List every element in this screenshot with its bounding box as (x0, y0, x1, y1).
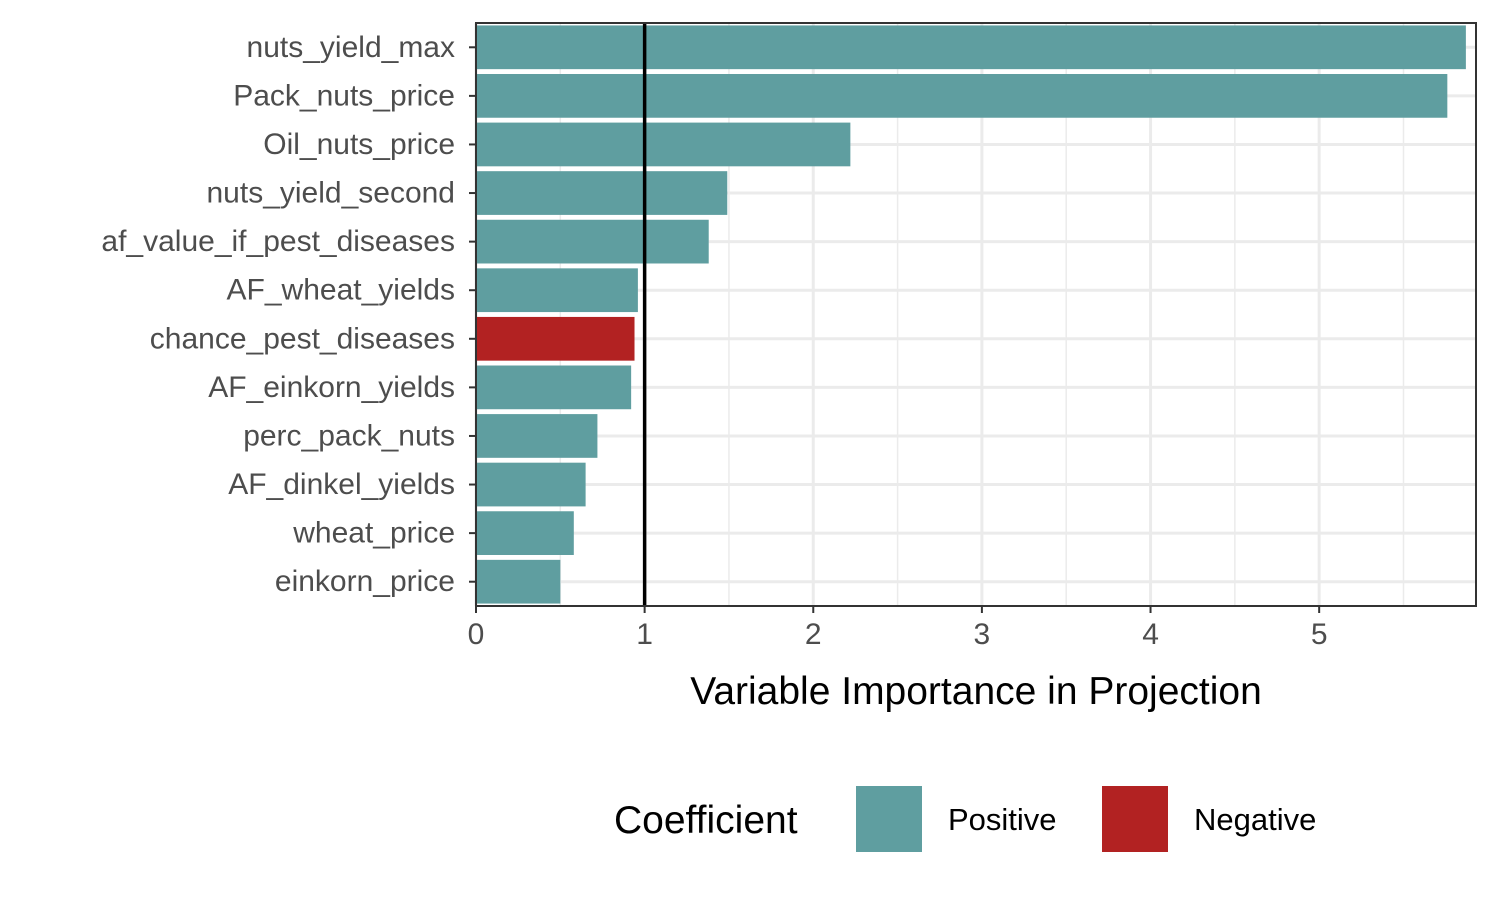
y-tick-label: nuts_yield_max (247, 31, 455, 64)
bar-wheat_price (476, 511, 574, 555)
y-tick-label: AF_einkorn_yields (208, 371, 455, 404)
panel-border (475, 22, 1477, 607)
y-tick-label: einkorn_price (275, 565, 455, 598)
bars (476, 25, 1466, 604)
bar-perc_pack_nuts (476, 414, 598, 458)
legend-key-negative (1102, 786, 1168, 852)
x-axis-title: Variable Importance in Projection (690, 670, 1262, 713)
y-axis: nuts_yield_max Pack_nuts_price Oil_nuts_pr… (101, 31, 476, 598)
bar-af_value_if_pest_diseases (476, 219, 709, 264)
bar-AF_wheat_yields (476, 268, 638, 313)
bar-chance_pest_diseases (476, 316, 635, 361)
bar-einkorn_price (476, 559, 561, 604)
y-tick-label: Pack_nuts_price (233, 79, 455, 112)
y-tick-label: nuts_yield_second (206, 177, 455, 210)
y-tick-label: perc_pack_nuts (243, 419, 455, 452)
x-tick-label: 3 (974, 618, 991, 651)
y-tick-label: AF_dinkel_yields (228, 468, 455, 501)
legend-label-negative: Negative (1194, 802, 1316, 837)
legend: Coefficient Positive Negative (614, 786, 1316, 852)
bar-AF_dinkel_yields (476, 462, 586, 507)
x-axis: 0 1 2 3 4 5 (468, 606, 1328, 651)
bar-nuts_yield_max (476, 25, 1466, 70)
legend-title: Coefficient (614, 799, 798, 842)
legend-label-positive: Positive (948, 802, 1057, 837)
bar-AF_einkorn_yields (476, 365, 632, 410)
x-tick-label: 4 (1142, 618, 1159, 651)
x-tick-label: 0 (468, 618, 485, 651)
legend-key-positive (856, 786, 922, 852)
bar-Oil_nuts_price (476, 122, 851, 167)
x-tick-label: 5 (1311, 618, 1328, 651)
y-tick-label: af_value_if_pest_diseases (101, 225, 455, 258)
y-tick-label: Oil_nuts_price (263, 128, 455, 161)
x-tick-label: 2 (805, 618, 822, 651)
bar-Pack_nuts_price (476, 74, 1448, 118)
bar-nuts_yield_second (476, 171, 728, 215)
y-tick-label: chance_pest_diseases (150, 322, 455, 355)
y-tick-label: AF_wheat_yields (227, 274, 455, 307)
y-tick-label: wheat_price (292, 517, 455, 550)
x-tick-label: 1 (636, 618, 653, 651)
